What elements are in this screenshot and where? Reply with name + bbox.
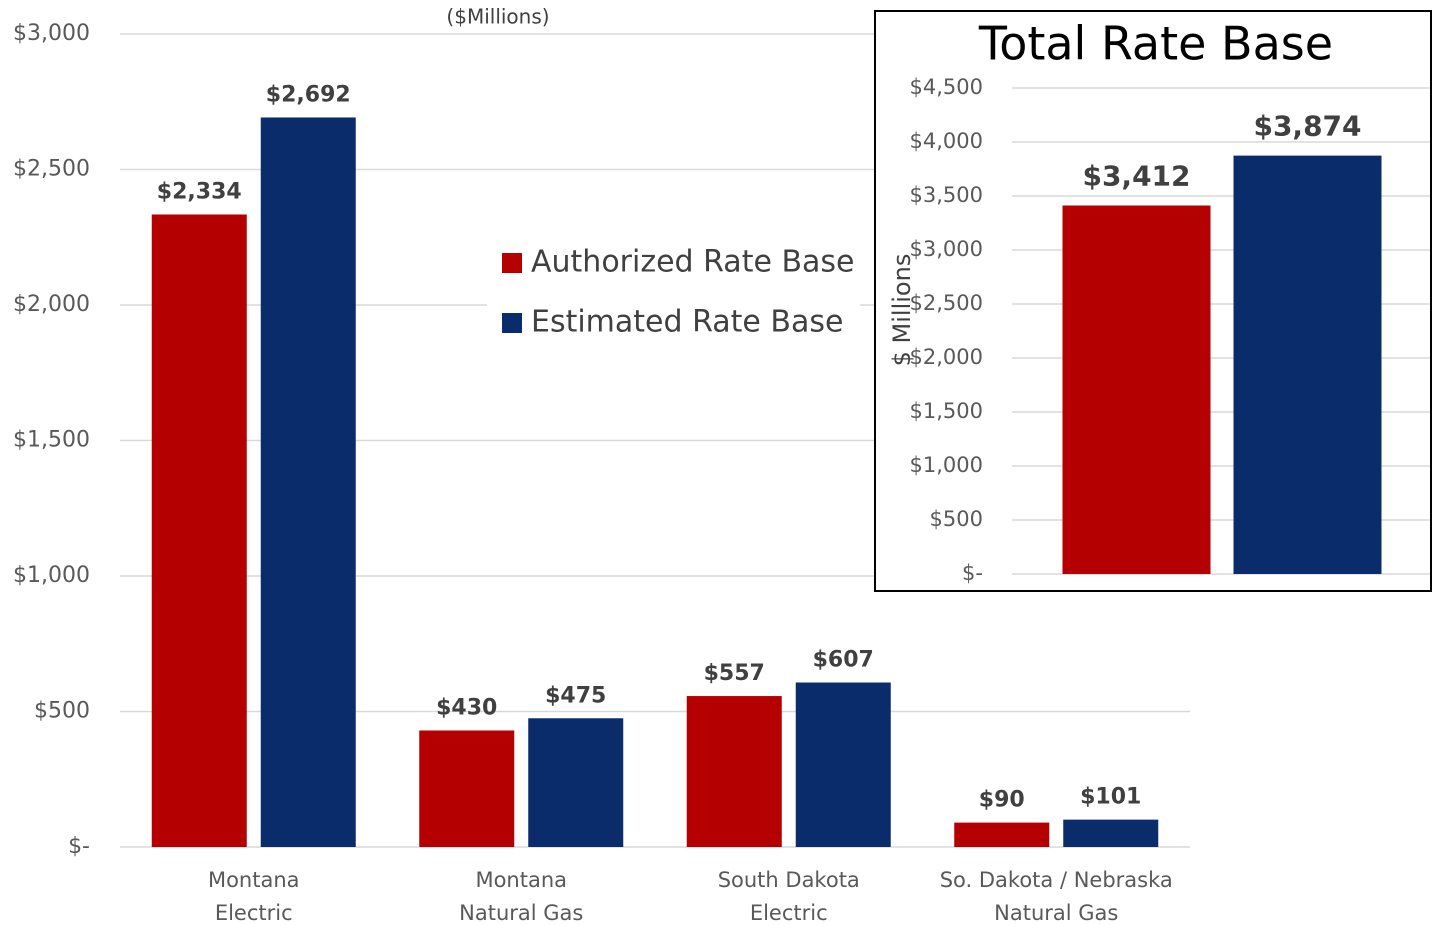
data-label: $3,412 xyxy=(1082,160,1190,193)
y-tick-label: $2,000 xyxy=(13,292,90,317)
data-label: $2,334 xyxy=(157,179,242,204)
y-tick-label: $2,500 xyxy=(13,157,90,182)
x-tick-label: So. Dakota / Nebraska Natural Gas xyxy=(939,868,1173,925)
y-tick-label: $2,000 xyxy=(910,345,983,369)
x-tick-label: Montana Natural Gas xyxy=(459,868,584,925)
y-tick-label: $1,000 xyxy=(910,453,983,477)
chart-subtitle: ($Millions) xyxy=(446,5,549,29)
x-tick-label: Montana Electric xyxy=(207,868,300,925)
y-axis-label: $ Millions xyxy=(888,254,916,367)
y-tick-label: $1,500 xyxy=(910,399,983,423)
data-label: $607 xyxy=(813,648,874,673)
legend-box xyxy=(487,232,860,352)
y-tick-label: $4,000 xyxy=(910,129,983,153)
y-tick-label: $- xyxy=(68,834,90,859)
legend-label: Estimated Rate Base xyxy=(531,305,843,340)
inset-title: Total Rate Base xyxy=(978,17,1333,71)
legend-swatch xyxy=(502,253,522,273)
data-label: $101 xyxy=(1080,785,1141,810)
bar xyxy=(795,682,891,847)
bar xyxy=(260,117,356,847)
y-tick-label: $3,000 xyxy=(13,21,90,46)
y-tick-label: $1,500 xyxy=(13,428,90,453)
y-tick-label: $3,500 xyxy=(910,183,983,207)
y-tick-label: $- xyxy=(962,561,983,585)
bar xyxy=(528,718,624,847)
legend-label: Authorized Rate Base xyxy=(531,245,855,280)
data-label: $557 xyxy=(704,661,765,686)
y-tick-label: $4,500 xyxy=(910,75,983,99)
bar xyxy=(954,822,1050,847)
bar xyxy=(1233,155,1382,574)
data-label: $430 xyxy=(436,695,497,720)
data-label: $475 xyxy=(545,683,606,708)
y-tick-label: $1,000 xyxy=(13,563,90,588)
data-label: $90 xyxy=(979,788,1025,813)
y-tick-label: $500 xyxy=(930,507,983,531)
data-label: $2,692 xyxy=(266,82,351,107)
x-tick-label: South Dakota Electric xyxy=(717,868,860,925)
y-tick-label: $3,000 xyxy=(910,237,983,261)
bar xyxy=(686,696,782,847)
legend-swatch xyxy=(502,313,522,333)
data-label: $3,874 xyxy=(1253,110,1361,143)
y-tick-label: $500 xyxy=(34,699,90,724)
bar xyxy=(1062,205,1211,574)
bar xyxy=(419,730,515,847)
bar xyxy=(151,214,247,848)
y-tick-label: $2,500 xyxy=(910,291,983,315)
bar xyxy=(1063,819,1159,847)
